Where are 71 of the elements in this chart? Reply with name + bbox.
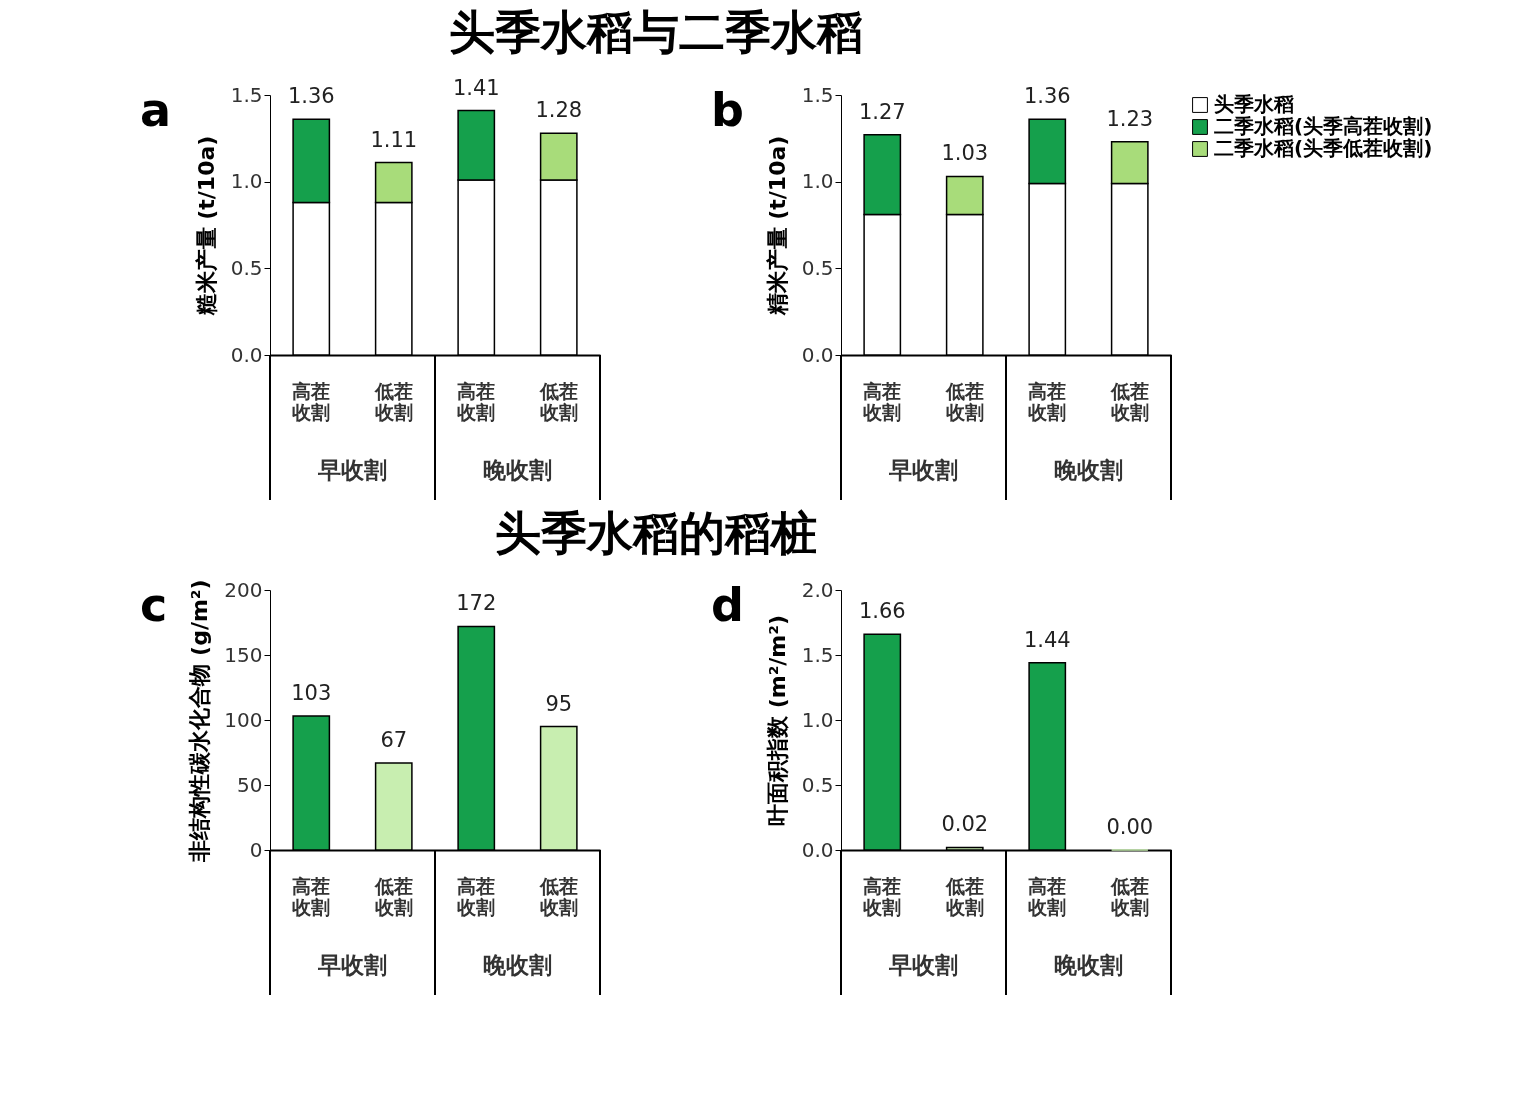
y-tick-label: 0.0 <box>801 342 834 367</box>
chart-subtitle: a <box>140 83 172 137</box>
total-label: 1.11 <box>370 127 418 152</box>
legend-label: 二季水稻(头季高茬收割) <box>1214 114 1433 138</box>
text: 晚收割 <box>483 952 552 978</box>
x-tick-label: 低茬收割 <box>373 875 413 918</box>
y-tick-label: 0.5 <box>801 255 834 280</box>
x-tick-label: 高茬收割 <box>457 380 496 423</box>
y-tick-label: 0.5 <box>801 772 834 797</box>
data-label: 1.66 <box>858 599 906 624</box>
text: 晚收割 <box>1054 457 1123 483</box>
chart-title: 头季水稻的稻桩 <box>495 505 817 560</box>
x-tick-label: 低茬收割 <box>538 380 578 423</box>
x-tick-label: 高茬收割 <box>292 380 331 423</box>
text: 晚收割 <box>483 457 552 483</box>
x-tick-label: 高茬收割 <box>292 875 331 918</box>
data-label: 0.02 <box>941 812 989 837</box>
total-label: 1.41 <box>452 75 500 100</box>
x-tick-label: 高茬收割 <box>1028 380 1067 423</box>
data-label: 95 <box>545 691 573 716</box>
text: 早收割 <box>888 952 958 978</box>
x-tick-label: 高茬收割 <box>457 875 496 918</box>
x-tick-label: 高茬收割 <box>863 380 902 423</box>
data-label: 0.00 <box>1106 815 1154 839</box>
text: 早收割 <box>317 952 387 978</box>
y-tick-label: 0 <box>249 837 263 862</box>
data-label: 103 <box>291 681 332 706</box>
total-label: 1.36 <box>1023 84 1071 109</box>
y-tick-label: 0.0 <box>801 837 834 862</box>
chart-title: 头季水稻与二季水稻 <box>449 4 863 59</box>
x-tick-label: 低茬收割 <box>944 875 984 918</box>
legend-label: 二季水稻(头季低茬收割) <box>1214 136 1433 160</box>
y-tick-label: 1.0 <box>230 169 263 194</box>
chart-subtitle: c <box>140 578 168 632</box>
x-tick-label: 低茬收割 <box>538 875 578 918</box>
total-label: 1.27 <box>858 99 906 124</box>
x-tick-label: 高茬收割 <box>863 875 902 918</box>
y-tick-label: 100 <box>224 707 263 732</box>
x-tick-label: 低茬收割 <box>944 380 984 423</box>
y-axis-title: 非结构性碳水化合物 (g/m²) <box>187 579 213 863</box>
text: 早收割 <box>888 457 958 483</box>
total-label: 1.28 <box>535 98 583 123</box>
y-tick-label: 1.5 <box>801 642 834 667</box>
y-axis-title: 叶面积指数 (m²/m²) <box>764 615 790 826</box>
y-tick-label: 50 <box>237 772 263 797</box>
y-tick-label: 0.5 <box>230 255 263 280</box>
data-label: 1.44 <box>1023 627 1071 652</box>
chart-subtitle: b <box>711 83 744 137</box>
y-tick-label: 1.0 <box>801 707 834 732</box>
total-label: 1.03 <box>941 141 989 166</box>
y-tick-label: 1.0 <box>801 169 834 194</box>
x-tick-label: 低茬收割 <box>1109 875 1149 918</box>
total-label: 1.36 <box>287 84 335 109</box>
data-label: 67 <box>380 727 408 752</box>
y-tick-label: 200 <box>224 577 263 602</box>
x-tick-label: 低茬收割 <box>373 380 413 423</box>
chart-subtitle: d <box>711 578 744 632</box>
y-axis-title: 精米产量 (t/10a) <box>764 135 790 317</box>
legend-label: 头季水稻 <box>1214 92 1294 116</box>
x-tick-label: 低茬收割 <box>1109 380 1149 423</box>
y-tick-label: 1.5 <box>801 82 834 107</box>
y-axis-title: 糙米产量 (t/10a) <box>193 135 219 317</box>
y-tick-label: 2.0 <box>801 577 834 602</box>
y-tick-label: 1.5 <box>230 82 263 107</box>
data-label: 172 <box>456 591 497 616</box>
y-tick-label: 0.0 <box>230 342 263 367</box>
text: 晚收割 <box>1054 952 1123 978</box>
text: 早收割 <box>317 457 387 483</box>
x-tick-label: 高茬收割 <box>1028 875 1067 918</box>
total-label: 1.23 <box>1106 106 1154 131</box>
y-tick-label: 150 <box>224 642 263 667</box>
